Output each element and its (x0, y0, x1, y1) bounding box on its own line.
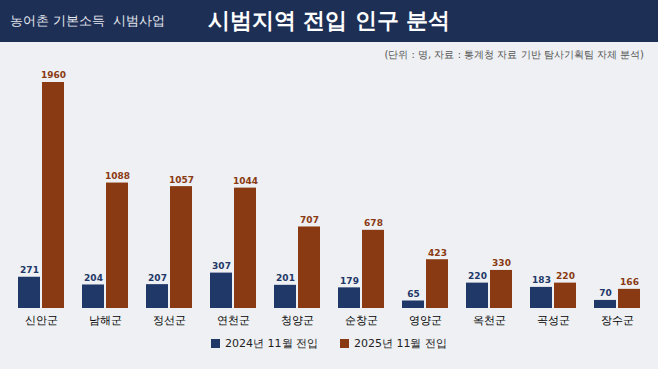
svg-text:423: 423 (428, 248, 447, 258)
svg-text:곡성군: 곡성군 (537, 314, 570, 327)
svg-text:220: 220 (556, 271, 575, 281)
html-text:2024년 11월 전입: 2024년 11월 전입 (225, 337, 318, 350)
svg-text:678: 678 (364, 218, 383, 228)
svg-text:179: 179 (340, 276, 359, 286)
html-text:농어촌 기본소득 시범사업: 농어촌 기본소득 시범사업 (10, 13, 166, 28)
html-text:2025년 11월 전입: 2025년 11월 전입 (354, 337, 447, 350)
svg-text:183: 183 (532, 275, 551, 285)
svg-text:신안군: 신안군 (25, 314, 58, 327)
svg-text:207: 207 (148, 273, 167, 283)
svg-text:65: 65 (407, 289, 420, 299)
svg-text:307: 307 (212, 261, 231, 271)
svg-text:271: 271 (20, 265, 39, 275)
svg-text:70: 70 (599, 288, 612, 298)
svg-text:1044: 1044 (233, 176, 258, 186)
svg-text:220: 220 (468, 271, 487, 281)
svg-text:장수군: 장수군 (601, 314, 634, 327)
html-text:시범지역 전입 인구 분석: 시범지역 전입 인구 분석 (207, 8, 451, 33)
svg-text:옥천군: 옥천군 (473, 314, 506, 327)
svg-text:정선군: 정선군 (153, 314, 186, 327)
svg-text:영양군: 영양군 (409, 314, 442, 327)
svg-text:1960: 1960 (41, 70, 66, 80)
svg-text:1088: 1088 (105, 171, 130, 181)
svg-text:707: 707 (300, 215, 319, 225)
svg-text:연천군: 연천군 (217, 314, 250, 327)
html-text:(단위 : 명, 자료 : 통계청 자료 기반 탐사기획팀: (단위 : 명, 자료 : 통계청 자료 기반 탐사기획팀 자체 분석) (384, 49, 644, 60)
svg-text:청양군: 청양군 (281, 314, 314, 327)
svg-text:166: 166 (620, 277, 639, 287)
svg-text:201: 201 (276, 273, 295, 283)
svg-text:1057: 1057 (169, 175, 194, 185)
svg-text:204: 204 (84, 273, 103, 283)
svg-text:남해군: 남해군 (89, 314, 122, 327)
svg-text:순창군: 순창군 (345, 314, 378, 327)
svg-text:330: 330 (492, 258, 511, 268)
